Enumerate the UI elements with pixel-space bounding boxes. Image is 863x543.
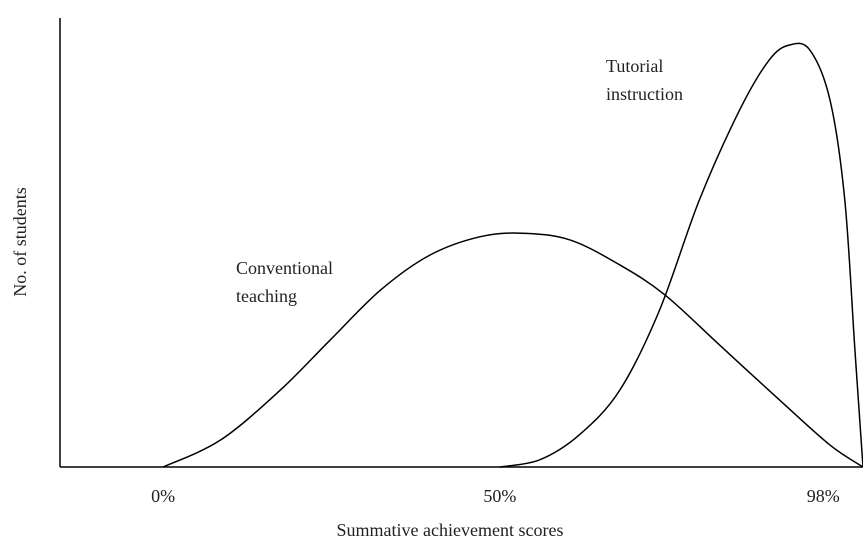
x-tick-label: 0% (151, 486, 175, 506)
annotation: teaching (236, 286, 297, 306)
x-axis-label: Summative achievement scores (337, 520, 564, 540)
curve (162, 232, 863, 468)
annotation: instruction (606, 84, 683, 104)
y-axis-label: No. of students (10, 187, 30, 297)
annotation: Conventional (236, 258, 333, 278)
x-tick-label: 98% (807, 486, 840, 506)
curve (499, 42, 863, 468)
annotation: Tutorial (606, 56, 663, 76)
x-tick-label: 50% (483, 486, 516, 506)
